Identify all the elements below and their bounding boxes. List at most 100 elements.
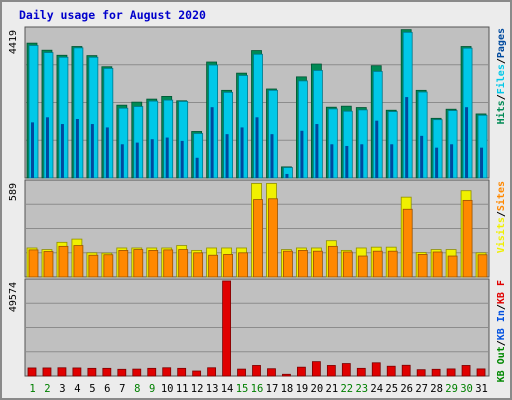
bar-kb_f-day-6 [102, 367, 112, 377]
bar-kb_f-day-22 [341, 363, 351, 377]
day-label-8: 8 [134, 383, 140, 395]
bar-kb_f-day-8 [132, 368, 142, 377]
bar-kb_f-day-16 [252, 365, 261, 377]
bar-sites-day-9 [148, 249, 159, 278]
bar-kb_f-day-2 [42, 367, 52, 377]
legend-entry-sites: Sites [495, 181, 507, 211]
bar-kb_f-day-19 [297, 366, 306, 377]
bar-kb_f-day-4 [72, 367, 82, 377]
bar-sites-day-31 [477, 254, 488, 278]
bar-kb_f-day-29 [446, 368, 456, 377]
day-label-10: 10 [161, 383, 174, 395]
day-label-1: 1 [29, 383, 35, 395]
bar-pages-day-26 [405, 97, 409, 178]
day-label-12: 12 [191, 383, 204, 395]
bar-kb_f-day-24 [371, 362, 381, 377]
bar-kb_f-day-20 [311, 361, 321, 377]
bar-sites-day-16 [253, 199, 263, 278]
day-label-30: 30 [460, 383, 473, 395]
bar-pages-day-22 [345, 145, 349, 178]
panel-visits: 589 Visits/Sites [8, 179, 507, 278]
legend-entry-separator: / [496, 340, 507, 346]
bar-pages-day-3 [60, 124, 64, 178]
legend-entry-visits: Visits [495, 217, 507, 253]
bar-pages-day-5 [90, 124, 94, 178]
bar-sites-day-28 [432, 251, 443, 278]
day-label-6: 6 [104, 383, 110, 395]
bar-pages-day-21 [330, 144, 334, 178]
bar-sites-day-3 [58, 245, 69, 278]
chart-panels: 4419Hits/Files/Pages589Visits/Sites49574… [8, 26, 507, 382]
bar-pages-day-6 [105, 127, 109, 178]
day-label-20: 20 [311, 383, 324, 395]
bar-sites-day-5 [88, 254, 99, 278]
bar-pages-day-27 [420, 135, 424, 178]
scale-label-visits: 589 [8, 183, 19, 201]
legend-entry-separator: / [496, 94, 507, 100]
day-label-25: 25 [385, 383, 398, 395]
bar-pages-day-28 [435, 147, 439, 178]
day-label-23: 23 [355, 383, 368, 395]
scale-label-kbytes: 49574 [8, 282, 19, 312]
bar-kb_f-day-21 [326, 365, 336, 377]
legend-entry-pages: Pages [496, 28, 507, 58]
bar-kb_f-day-27 [416, 369, 426, 377]
chart-title: Daily usage for August 2020 [19, 8, 206, 22]
legend-entry-kb_out: KB Out [496, 346, 507, 382]
day-label-2: 2 [44, 383, 50, 395]
bar-kb_f-day-3 [57, 367, 67, 377]
day-label-14: 14 [221, 383, 234, 395]
bar-pages-day-2 [45, 117, 49, 178]
bar-sites-day-25 [387, 250, 398, 278]
day-label-5: 5 [89, 383, 95, 395]
legend-kbytes: KB Out/KB In/KB F [496, 280, 507, 382]
bar-kb_f-day-30 [461, 365, 471, 377]
bar-sites-day-14 [223, 254, 233, 278]
bar-sites-day-1 [28, 249, 39, 278]
legend-entry-kb_f: KB F [496, 280, 507, 304]
day-label-26: 26 [400, 383, 413, 395]
bar-sites-day-20 [312, 250, 323, 278]
bar-kb_f-day-23 [356, 367, 366, 377]
bar-kb_f-day-26 [401, 364, 411, 377]
bar-kb_f-day-18 [282, 373, 291, 377]
day-label-31: 31 [475, 383, 488, 395]
bar-pages-day-18 [285, 173, 289, 178]
bar-sites-day-7 [118, 249, 129, 278]
bar-sites-day-21 [327, 245, 338, 278]
day-label-17: 17 [266, 383, 279, 395]
day-label-16: 16 [251, 383, 264, 395]
day-label-29: 29 [445, 383, 458, 395]
bar-pages-day-1 [31, 122, 34, 178]
bar-sites-day-11 [178, 249, 189, 278]
bar-sites-day-12 [193, 252, 204, 278]
day-label-11: 11 [176, 383, 189, 395]
bar-pages-day-19 [300, 130, 304, 178]
bar-sites-day-18 [283, 250, 293, 278]
bar-sites-day-17 [268, 198, 278, 278]
legend-hits: Hits/Files/Pages [495, 28, 507, 124]
scale-label-hits: 4419 [8, 30, 19, 54]
bar-pages-day-14 [225, 134, 229, 178]
day-label-7: 7 [119, 383, 125, 395]
bar-pages-day-24 [375, 120, 379, 178]
day-label-13: 13 [206, 383, 219, 395]
legend-entry-separator: / [496, 211, 507, 217]
bar-sites-day-29 [447, 255, 458, 278]
bar-pages-day-16 [255, 117, 259, 178]
bar-kb_f-day-14 [222, 280, 231, 377]
bar-kb_f-day-5 [87, 367, 97, 377]
bar-sites-day-26 [402, 208, 413, 278]
bar-sites-day-30 [462, 199, 473, 278]
bar-sites-day-10 [163, 249, 174, 278]
bar-pages-day-31 [480, 147, 484, 178]
legend-entry-kb_in: KB In [496, 310, 507, 340]
day-label-27: 27 [415, 383, 428, 395]
bar-sites-day-4 [73, 245, 84, 278]
bar-pages-day-9 [150, 139, 154, 178]
bar-kb_f-day-7 [117, 368, 127, 377]
day-label-21: 21 [326, 383, 339, 395]
